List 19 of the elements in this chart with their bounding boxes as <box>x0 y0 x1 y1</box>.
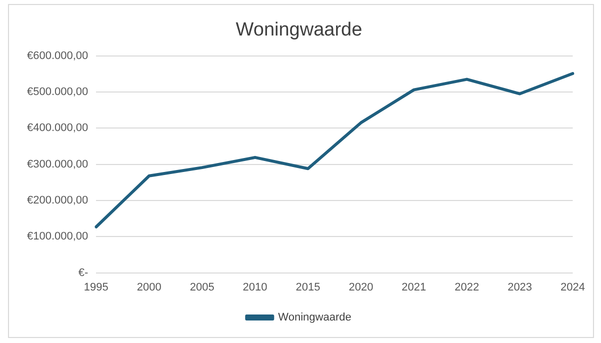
x-tick-label: 2021 <box>402 281 426 294</box>
x-tick-label: 2015 <box>296 281 320 294</box>
x-tick-label: 2005 <box>190 281 214 294</box>
x-tick-label: 1995 <box>84 281 108 294</box>
y-tick-label: €- <box>78 266 89 279</box>
x-tick-label: 2000 <box>136 281 162 294</box>
x-tick-label: 2010 <box>242 281 268 294</box>
y-tick-label: €100.000,00 <box>27 230 88 243</box>
x-tick-label: 2020 <box>348 281 374 294</box>
y-tick-label: €300.000,00 <box>27 158 88 170</box>
x-tick-label: 2022 <box>454 281 480 294</box>
x-tick-label: 2024 <box>560 281 586 294</box>
y-tick-label: €500.000,00 <box>27 86 88 98</box>
legend-label: Woningwaarde <box>278 312 352 324</box>
chart-title: Woningwaarde <box>236 20 362 41</box>
y-tick-label: €600.000,00 <box>27 50 88 62</box>
y-tick-label: €400.000,00 <box>27 122 88 134</box>
x-tick-label: 2023 <box>508 281 532 294</box>
y-tick-label: €200.000,00 <box>27 194 88 206</box>
